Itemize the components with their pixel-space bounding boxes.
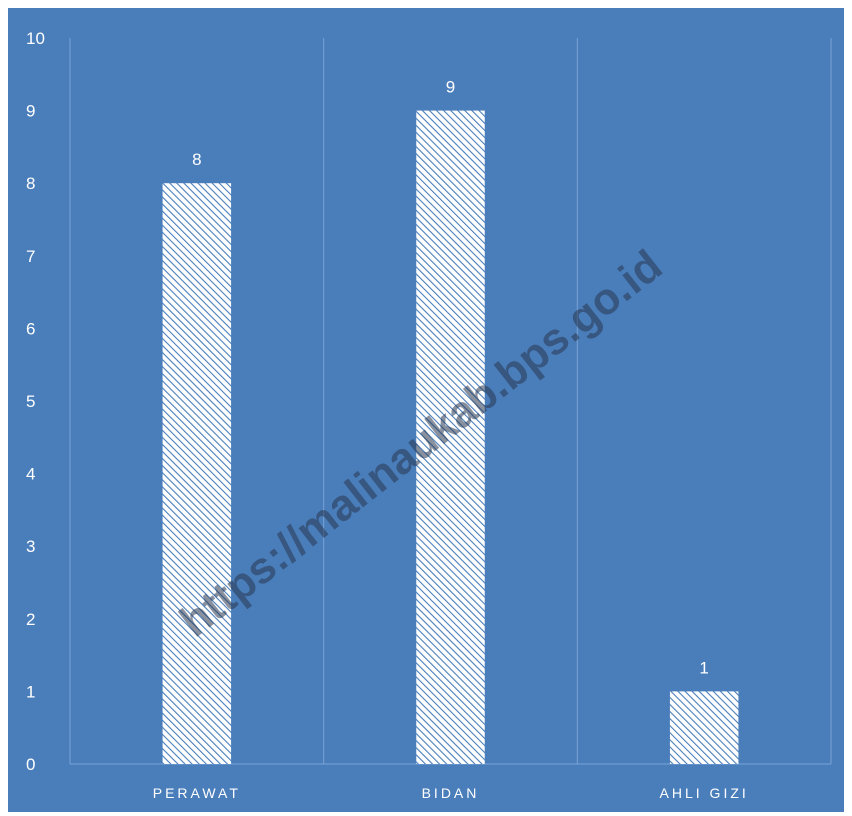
bar-perawat [162,183,232,764]
y-tick-label: 8 [26,174,35,193]
y-tick-label: 3 [26,537,35,556]
y-tick-label: 9 [26,102,35,121]
y-tick-label: 5 [26,392,35,411]
data-label: 9 [446,78,455,97]
labels: 0 1 2 3 4 5 6 7 8 9 10 8 PERAWAT 9 BIDAN 1 AHLI GIZI [26,29,749,801]
y-tick-label: 1 [26,682,35,701]
y-tick-label: 7 [26,247,35,266]
data-label: 1 [699,658,708,677]
x-tick-label: AHLI GIZI [660,785,749,801]
y-tick-label: 2 [26,610,35,629]
bar-bidan [416,110,485,765]
y-tick-label: 0 [26,755,35,774]
y-tick-label: 4 [26,465,35,484]
x-tick-label: PERAWAT [153,785,241,801]
bars [162,110,739,765]
bar-ahli-gizi [669,691,739,764]
y-tick-label: 6 [26,319,35,338]
grid-lines [69,38,832,764]
x-tick-label: BIDAN [422,785,480,801]
y-tick-label: 10 [26,29,45,48]
data-label: 8 [192,150,201,169]
